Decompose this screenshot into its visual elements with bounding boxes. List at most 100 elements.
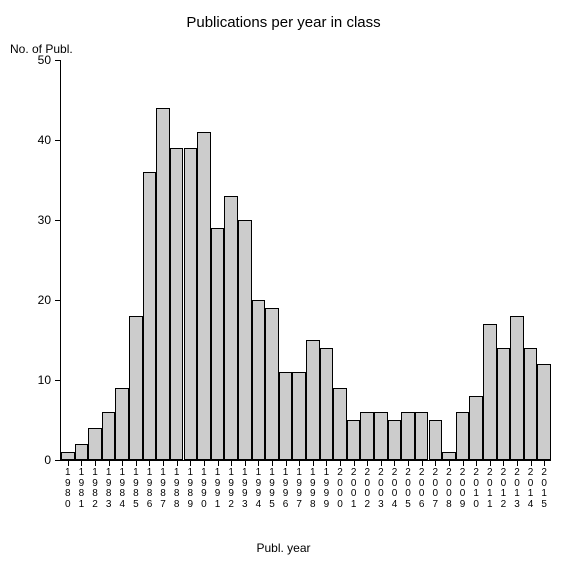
x-tick <box>286 460 287 466</box>
bar <box>252 300 266 460</box>
bar <box>497 348 511 460</box>
x-tick <box>136 460 137 466</box>
x-tick-label: 1 9 8 1 <box>79 468 85 510</box>
bar <box>360 412 374 460</box>
x-tick <box>95 460 96 466</box>
x-tick <box>163 460 164 466</box>
x-tick-label: 2 0 1 0 <box>473 468 479 510</box>
bar <box>537 364 551 460</box>
x-tick <box>476 460 477 466</box>
bar <box>156 108 170 460</box>
x-tick-label: 1 9 9 9 <box>324 468 330 510</box>
bar <box>184 148 198 460</box>
x-tick-label: 1 9 8 2 <box>92 468 98 510</box>
plot-area: 010203040501 9 8 01 9 8 11 9 8 21 9 8 31… <box>60 60 551 461</box>
bar <box>415 412 429 460</box>
x-tick-label: 2 0 0 7 <box>433 468 439 510</box>
bar <box>483 324 497 460</box>
y-tick-label: 40 <box>38 133 51 147</box>
bar <box>238 220 252 460</box>
bar <box>170 148 184 460</box>
y-tick <box>55 220 61 221</box>
bar <box>401 412 415 460</box>
bar <box>265 308 279 460</box>
x-tick <box>122 460 123 466</box>
bar <box>320 348 334 460</box>
x-tick <box>81 460 82 466</box>
bar <box>115 388 129 460</box>
bar <box>102 412 116 460</box>
bar <box>374 412 388 460</box>
x-tick <box>231 460 232 466</box>
x-tick-label: 2 0 0 0 <box>337 468 343 510</box>
x-tick-label: 1 9 9 4 <box>256 468 262 510</box>
x-tick-label: 2 0 0 9 <box>460 468 466 510</box>
bar <box>224 196 238 460</box>
x-tick-label: 2 0 0 2 <box>364 468 370 510</box>
y-tick-label: 0 <box>44 453 51 467</box>
bar <box>524 348 538 460</box>
x-tick <box>258 460 259 466</box>
x-tick <box>190 460 191 466</box>
x-tick <box>245 460 246 466</box>
x-tick-label: 1 9 8 7 <box>160 468 166 510</box>
x-tick-label: 1 9 9 5 <box>269 468 275 510</box>
bar <box>510 316 524 460</box>
x-tick <box>531 460 532 466</box>
x-tick-label: 1 9 9 3 <box>242 468 248 510</box>
y-tick <box>55 140 61 141</box>
x-tick <box>340 460 341 466</box>
x-tick <box>381 460 382 466</box>
bar <box>442 452 456 460</box>
x-tick-label: 1 9 8 6 <box>147 468 153 510</box>
x-tick-label: 2 0 1 5 <box>541 468 547 510</box>
x-tick-label: 2 0 1 2 <box>501 468 507 510</box>
x-tick <box>313 460 314 466</box>
x-tick-label: 1 9 8 8 <box>174 468 180 510</box>
x-tick <box>394 460 395 466</box>
x-tick <box>503 460 504 466</box>
x-tick <box>204 460 205 466</box>
bar <box>88 428 102 460</box>
x-tick-label: 1 9 9 8 <box>310 468 316 510</box>
x-tick-label: 1 9 8 0 <box>65 468 71 510</box>
y-tick <box>55 300 61 301</box>
bar <box>456 412 470 460</box>
x-tick-label: 1 9 9 0 <box>201 468 207 510</box>
x-tick <box>326 460 327 466</box>
x-tick <box>109 460 110 466</box>
x-tick <box>435 460 436 466</box>
x-tick-label: 2 0 0 6 <box>419 468 425 510</box>
x-tick <box>517 460 518 466</box>
y-tick-label: 50 <box>38 53 51 67</box>
bar <box>75 444 89 460</box>
x-tick <box>218 460 219 466</box>
bar <box>347 420 361 460</box>
x-tick-label: 2 0 0 4 <box>392 468 398 510</box>
x-tick-label: 2 0 1 3 <box>514 468 520 510</box>
x-tick-label: 2 0 0 1 <box>351 468 357 510</box>
x-tick-label: 1 9 8 3 <box>106 468 112 510</box>
bar <box>143 172 157 460</box>
bar <box>469 396 483 460</box>
bar <box>211 228 225 460</box>
x-tick <box>544 460 545 466</box>
x-tick <box>272 460 273 466</box>
bar <box>129 316 143 460</box>
bar <box>197 132 211 460</box>
x-tick-label: 2 0 1 4 <box>528 468 534 510</box>
x-tick-label: 1 9 9 6 <box>283 468 289 510</box>
x-tick-label: 2 0 1 1 <box>487 468 493 510</box>
x-tick-label: 1 9 9 2 <box>228 468 234 510</box>
y-tick <box>55 460 61 461</box>
bar <box>61 452 75 460</box>
x-tick-label: 1 9 8 4 <box>119 468 125 510</box>
x-tick <box>463 460 464 466</box>
x-tick-label: 2 0 0 8 <box>446 468 452 510</box>
y-tick-label: 30 <box>38 213 51 227</box>
x-tick-label: 1 9 8 5 <box>133 468 139 510</box>
bar <box>333 388 347 460</box>
x-tick <box>299 460 300 466</box>
chart-title: Publications per year in class <box>0 14 567 31</box>
bar <box>279 372 293 460</box>
